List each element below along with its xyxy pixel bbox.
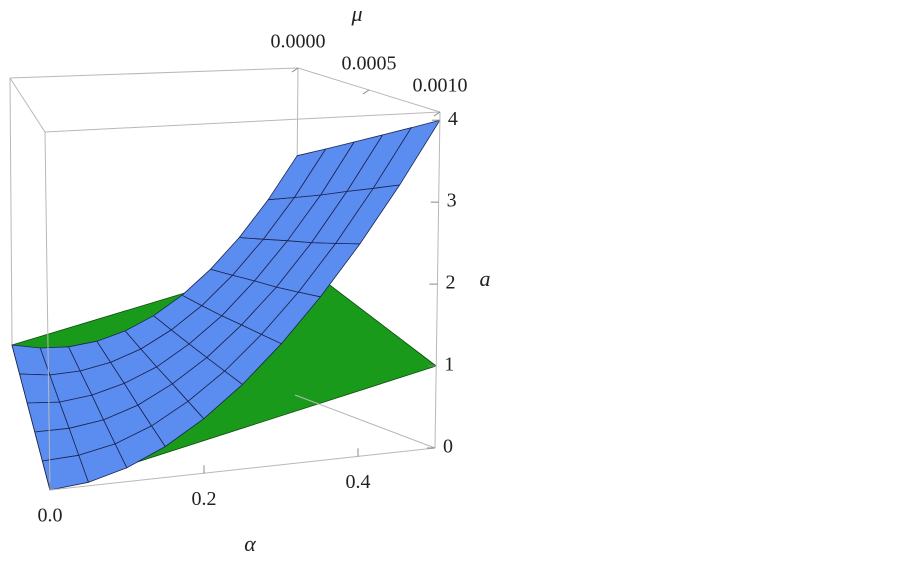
y-tick — [362, 89, 370, 95]
z-tick-label: 2 — [445, 272, 455, 294]
y-tick-label: 0.0005 — [342, 53, 397, 75]
z-tick-label: 3 — [447, 190, 457, 212]
box-edge — [44, 131, 51, 491]
box-edge — [434, 111, 441, 449]
box-edge — [44, 111, 441, 133]
box-edge — [9, 77, 13, 346]
x-tick-label: 0.4 — [346, 471, 371, 493]
y-tick — [291, 67, 299, 73]
x-tick-label: 0.0 — [38, 505, 63, 527]
y-tick-label: 0.0000 — [271, 31, 326, 53]
box-edge — [9, 67, 299, 79]
y-tick — [433, 111, 441, 117]
box-edge — [9, 77, 46, 133]
y-axis-title: μ — [350, 1, 362, 26]
box-front: 0.0 0.2 0.4 0.0000 0.0005 0.0010 0 1 2 3 4 — [38, 31, 468, 527]
box-edge — [49, 447, 436, 491]
y-tick-label: 0.0010 — [413, 75, 468, 97]
z-axis-title: a — [480, 266, 491, 291]
surfaces — [11, 119, 441, 491]
x-tick-label: 0.2 — [192, 488, 217, 510]
z-tick-label: 0 — [443, 436, 453, 458]
box-edge — [294, 394, 436, 449]
x-axis-title: α — [244, 531, 256, 556]
z-tick-label: 4 — [448, 108, 458, 130]
z-tick-label: 1 — [444, 354, 454, 376]
